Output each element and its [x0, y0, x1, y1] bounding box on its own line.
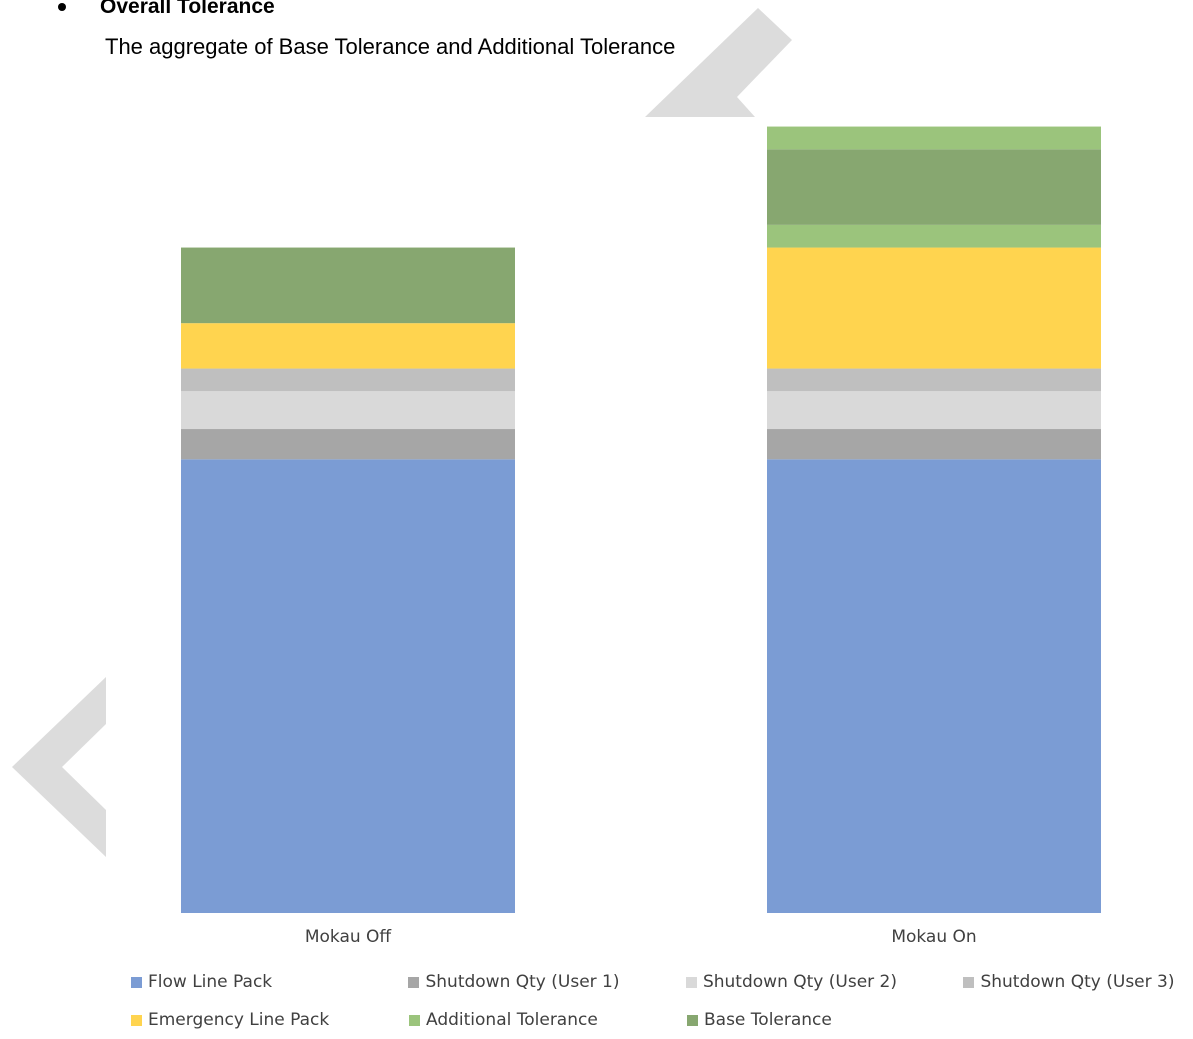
- legend-item: Shutdown Qty (User 3): [963, 972, 1193, 992]
- category-label: Mokau Off: [305, 927, 393, 947]
- legend-label: Shutdown Qty (User 3): [980, 972, 1175, 992]
- bar-segment-mokau-on-6: [767, 149, 1101, 225]
- bar-segment-mokau-off-3: [181, 368, 515, 392]
- legend-item: Emergency Line Pack: [131, 1010, 409, 1030]
- legend-item: Shutdown Qty (User 2): [685, 972, 963, 992]
- legend-label: Flow Line Pack: [148, 972, 273, 992]
- watermark-arrow-top: [645, 8, 792, 117]
- legend-item: Base Tolerance: [687, 1010, 965, 1030]
- section-heading: Overall Tolerance: [100, 0, 275, 18]
- bar-segment-mokau-on-3: [767, 368, 1101, 392]
- section-description: The aggregate of Base Tolerance and Addi…: [105, 34, 676, 59]
- bar-segment-mokau-off-4: [181, 323, 515, 369]
- legend-swatch: [131, 976, 142, 988]
- watermark-arrow-left: [12, 677, 106, 857]
- legend-swatch: [685, 976, 697, 988]
- legend-swatch: [409, 1014, 420, 1026]
- bar-segment-mokau-off-2: [181, 391, 515, 430]
- legend-label: Emergency Line Pack: [148, 1010, 330, 1030]
- legend-item: Additional Tolerance: [409, 1010, 687, 1030]
- bar-segment-mokau-on-1: [767, 429, 1101, 460]
- legend-item: Flow Line Pack: [131, 972, 408, 992]
- legend-swatch: [687, 1014, 698, 1026]
- legend-swatch: [963, 976, 975, 988]
- bar-segment-mokau-off-6: [181, 247, 515, 324]
- category-labels: Mokau Off Mokau On: [305, 927, 977, 947]
- legend-swatch: [131, 1014, 142, 1026]
- legend-label: Shutdown Qty (User 1): [425, 972, 620, 992]
- bullet-icon: [58, 3, 66, 11]
- legend-item: Shutdown Qty (User 1): [408, 972, 685, 992]
- bar-segment-mokau-on-5: [767, 224, 1101, 248]
- legend-row: Flow Line Pack Shutdown Qty (User 1) Shutd…: [131, 963, 1193, 1001]
- bar-segment-mokau-on-2: [767, 391, 1101, 430]
- legend-swatch: [408, 976, 420, 988]
- bar-segment-mokau-on-0: [767, 459, 1101, 913]
- bar-segment-mokau-off-0: [181, 459, 515, 913]
- bar-segment-mokau-off-1: [181, 429, 515, 460]
- legend-row: Emergency Line Pack Additional Tolerance B…: [131, 1001, 1193, 1039]
- chart-legend: Flow Line Pack Shutdown Qty (User 1) Shutd…: [131, 963, 1193, 1039]
- bar-segment-mokau-on-7: [767, 126, 1101, 150]
- legend-label: Base Tolerance: [704, 1010, 832, 1030]
- heading-row: Overall Tolerance: [58, 0, 275, 19]
- category-label: Mokau On: [891, 927, 976, 947]
- legend-label: Shutdown Qty (User 2): [702, 972, 897, 992]
- bar-segment-mokau-on-4: [767, 247, 1101, 369]
- legend-label: Additional Tolerance: [426, 1010, 598, 1030]
- bars-layer: [181, 126, 1101, 913]
